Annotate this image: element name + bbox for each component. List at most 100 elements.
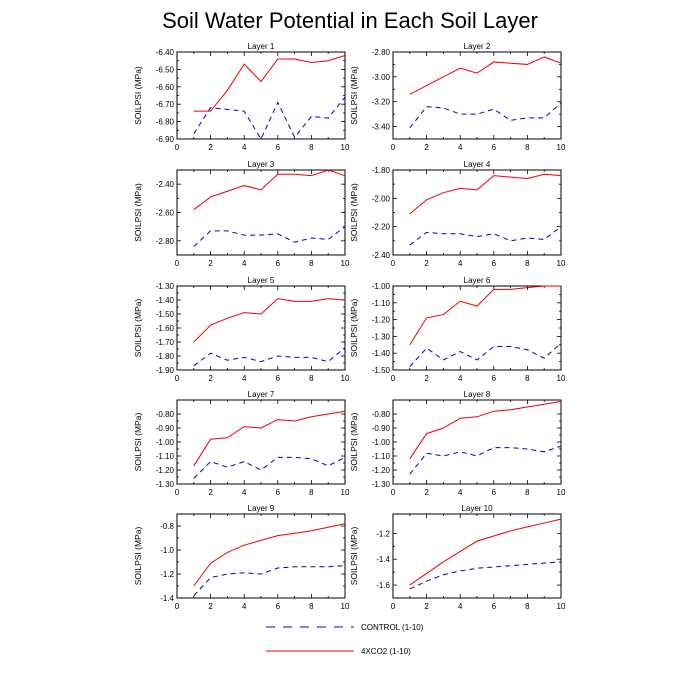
x-tick-label: 0 <box>391 143 396 152</box>
y-tick-label: -2.20 <box>372 223 391 232</box>
plot-frame <box>392 169 562 256</box>
panel-8: Layer 8 SOILPSI (MPa) 0 2 4 6 8 10 -0.80 -0.90 -1.… <box>349 390 566 497</box>
y-tick-label: -1.40 <box>372 349 391 358</box>
x-tick-label: 6 <box>276 488 281 497</box>
panel-6: Layer 6 SOILPSI (MPa) 0 2 4 6 8 10 -1.00 -1.10 -1.… <box>349 276 566 383</box>
y-tick-label: -1.30 <box>156 282 175 291</box>
y-tick-label: -3.00 <box>372 73 391 82</box>
panel-2: Layer 2 SOILPSI (MPa) 0 2 4 6 8 10 -2.80 -3.00 -3.… <box>349 42 566 152</box>
x-tick-label: 2 <box>424 259 429 268</box>
y-tick-label: -1.20 <box>372 316 391 325</box>
x-tick-label: 6 <box>276 374 281 383</box>
y-tick-label: -1.4 <box>376 555 390 564</box>
x-tick-label: 0 <box>391 488 396 497</box>
series-line-co2 <box>409 400 562 460</box>
series-line-co2 <box>193 169 346 211</box>
series-line-co2 <box>409 285 561 346</box>
x-tick-label: 4 <box>242 374 247 383</box>
panel-title: Layer 8 <box>464 390 491 399</box>
y-axis-label: SOILPSI (MPa) <box>133 527 143 586</box>
x-tick-label: 6 <box>276 259 281 268</box>
y-tick-label: -1.50 <box>156 310 175 319</box>
series-line-control <box>193 226 346 247</box>
x-tick-label: 0 <box>175 143 180 152</box>
y-tick-label: -2.60 <box>156 209 175 218</box>
y-tick-label: -1.90 <box>156 366 175 375</box>
y-tick-label: -0.80 <box>156 410 175 419</box>
y-tick-label: -0.80 <box>372 410 391 419</box>
x-tick-label: 4 <box>242 602 247 611</box>
x-tick-label: 10 <box>557 374 566 383</box>
x-tick-label: 8 <box>309 602 314 611</box>
series-line-control <box>409 561 562 590</box>
panel-3: Layer 3 SOILPSI (MPa) 0 2 4 6 8 10 -2.40 -2.60 -2.… <box>133 160 350 268</box>
x-tick-label: 6 <box>492 374 497 383</box>
x-tick-label: 8 <box>525 374 530 383</box>
x-tick-label: 10 <box>341 143 350 152</box>
x-tick-label: 2 <box>208 259 213 268</box>
y-tick-label: -0.90 <box>156 424 175 433</box>
x-tick-label: 8 <box>525 602 530 611</box>
plot-frame <box>176 513 346 599</box>
x-tick-label: 10 <box>341 602 350 611</box>
series-line-co2 <box>193 410 346 467</box>
x-tick-label: 2 <box>208 488 213 497</box>
x-tick-label: 0 <box>175 374 180 383</box>
legend-label-control: CONTROL (1-10) <box>361 623 424 632</box>
x-tick-label: 4 <box>458 259 463 268</box>
plot-frame <box>176 285 346 371</box>
y-tick-label: -1.30 <box>372 480 391 489</box>
y-tick-label: -1.6 <box>376 581 390 590</box>
series-line-control <box>409 342 562 367</box>
series-line-control <box>193 565 346 596</box>
y-tick-label: -2.80 <box>156 237 175 246</box>
x-tick-label: 10 <box>341 374 350 383</box>
panel-title: Layer 6 <box>464 276 491 285</box>
x-tick-label: 4 <box>458 374 463 383</box>
x-tick-label: 6 <box>492 488 497 497</box>
y-tick-label: -6.60 <box>156 83 175 92</box>
y-axis-label: SOILPSI (MPa) <box>349 183 359 242</box>
x-tick-label: 10 <box>557 259 566 268</box>
x-tick-label: 2 <box>424 488 429 497</box>
x-tick-label: 6 <box>492 259 497 268</box>
panel-title: Layer 3 <box>248 160 275 169</box>
series-line-co2 <box>193 298 346 343</box>
y-tick-label: -6.70 <box>156 100 175 109</box>
y-tick-label: -1.20 <box>372 466 391 475</box>
x-tick-label: 6 <box>276 143 281 152</box>
y-tick-label: -3.20 <box>372 98 391 107</box>
x-tick-label: 10 <box>341 259 350 268</box>
x-tick-label: 8 <box>525 143 530 152</box>
x-tick-label: 8 <box>525 259 530 268</box>
plot-frame <box>392 51 562 140</box>
y-tick-label: -0.90 <box>372 424 391 433</box>
panel-title: Layer 9 <box>248 504 275 513</box>
panel-title: Layer 10 <box>461 504 493 513</box>
x-tick-label: 10 <box>557 488 566 497</box>
panel-title: Layer 2 <box>464 42 491 51</box>
panel-7: Layer 7 SOILPSI (MPa) 0 2 4 6 8 10 -0.80 -0.90 -1.… <box>133 390 350 497</box>
y-tick-label: -6.90 <box>156 135 175 144</box>
x-tick-label: 6 <box>492 143 497 152</box>
series-line-co2 <box>409 56 562 95</box>
x-tick-label: 10 <box>557 602 566 611</box>
y-tick-label: -1.2 <box>160 570 174 579</box>
x-tick-label: 8 <box>309 259 314 268</box>
y-tick-label: -2.00 <box>372 194 391 203</box>
series-line-control <box>193 96 346 141</box>
panel-title: Layer 4 <box>464 160 491 169</box>
x-tick-label: 10 <box>557 143 566 152</box>
panel-title: Layer 5 <box>248 276 275 285</box>
panel-9: Layer 9 SOILPSI (MPa) 0 2 4 6 8 10 -0.8 -1.0 -1.2 -… <box>133 504 350 611</box>
panel-1: Layer 1 SOILPSI (MPa) 0 2 4 6 8 10 -6.40 -6.50 -6.… <box>133 42 350 152</box>
y-tick-label: -6.80 <box>156 118 175 127</box>
y-tick-label: -1.30 <box>156 480 175 489</box>
x-tick-label: 4 <box>458 143 463 152</box>
x-tick-label: 4 <box>242 259 247 268</box>
y-tick-label: -3.40 <box>372 123 391 132</box>
y-tick-label: -1.0 <box>160 546 174 555</box>
y-axis-label: SOILPSI (MPa) <box>133 413 143 472</box>
y-tick-label: -1.10 <box>372 299 391 308</box>
